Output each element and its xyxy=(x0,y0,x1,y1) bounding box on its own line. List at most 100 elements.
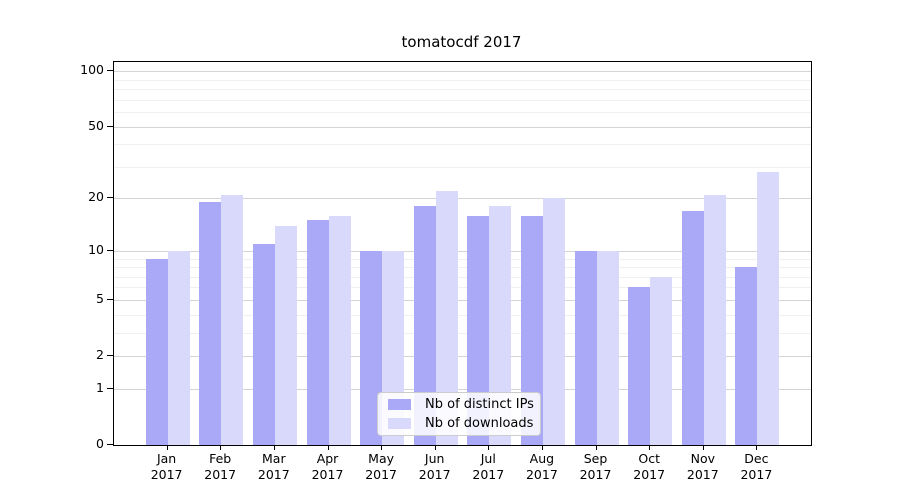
x-tick-label: Nov 2017 xyxy=(673,451,733,483)
x-tick-month: Jul xyxy=(480,451,496,466)
x-tick-label: Apr 2017 xyxy=(298,451,358,483)
x-tick-mark xyxy=(273,445,275,450)
y-tick-mark xyxy=(107,249,113,251)
bar-distinct-ips xyxy=(574,250,597,445)
y-tick-label: 2 xyxy=(96,347,104,362)
x-tick-mark xyxy=(649,445,651,450)
x-tick-month: Dec xyxy=(744,451,769,466)
gridline-minor xyxy=(114,89,811,90)
y-tick-label: 0 xyxy=(96,436,104,451)
legend-label-distinct-ips: Nb of distinct IPs xyxy=(425,397,534,412)
x-tick-year: 2017 xyxy=(150,467,183,482)
legend-swatch-downloads xyxy=(388,418,411,429)
x-tick-month: Mar xyxy=(262,451,286,466)
y-tick-mark xyxy=(107,70,113,72)
y-tick-mark xyxy=(107,197,113,199)
x-tick-year: 2017 xyxy=(472,467,505,482)
x-tick-month: Aug xyxy=(529,451,555,466)
bar-distinct-ips xyxy=(360,250,383,445)
legend-item-downloads: Nb of downloads xyxy=(386,416,534,431)
legend: Nb of distinct IPs Nb of downloads xyxy=(377,392,541,436)
gridline-minor xyxy=(114,276,811,278)
x-tick-mark xyxy=(541,445,543,450)
bar-downloads xyxy=(328,215,351,445)
bar-downloads xyxy=(489,206,512,445)
x-tick-label: Oct 2017 xyxy=(619,451,679,483)
x-tick-month: Nov xyxy=(690,451,715,466)
y-tick-label: 50 xyxy=(88,117,104,133)
x-tick-mark xyxy=(220,445,222,450)
gridline-minor xyxy=(114,111,811,113)
x-tick-label: Jun 2017 xyxy=(405,451,465,483)
bar-distinct-ips xyxy=(252,243,275,445)
x-tick-label: Dec 2017 xyxy=(726,451,786,483)
x-tick-mark xyxy=(756,445,758,450)
x-tick-year: 2017 xyxy=(525,467,558,482)
x-tick-month: Apr xyxy=(316,451,339,466)
x-tick-label: Jan 2017 xyxy=(137,451,197,483)
gridline-major xyxy=(114,388,811,390)
x-tick-year: 2017 xyxy=(633,467,666,482)
x-tick-label: Jul 2017 xyxy=(458,451,518,483)
y-tick-label: 5 xyxy=(96,290,104,306)
bar-downloads xyxy=(650,276,673,445)
x-tick-month: May xyxy=(368,451,395,466)
x-tick-mark xyxy=(488,445,490,450)
legend-swatch-distinct-ips xyxy=(388,399,411,410)
bar-distinct-ips xyxy=(735,267,758,445)
x-tick-year: 2017 xyxy=(365,467,397,482)
y-tick-label: 20 xyxy=(88,189,104,205)
x-tick-year: 2017 xyxy=(257,467,290,482)
bar-downloads xyxy=(274,225,297,445)
bar-distinct-ips xyxy=(467,215,490,445)
y-tick-mark xyxy=(107,355,113,356)
legend-item-distinct-ips: Nb of distinct IPs xyxy=(386,397,534,412)
y-tick-label: 10 xyxy=(88,241,104,257)
x-tick-month: Feb xyxy=(209,451,232,466)
bar-downloads xyxy=(596,250,619,445)
y-tick-mark xyxy=(107,298,113,300)
x-tick-label: Aug 2017 xyxy=(512,451,572,483)
bar-distinct-ips xyxy=(628,287,651,445)
x-tick-month: Sep xyxy=(583,451,608,466)
gridline-minor xyxy=(114,99,811,101)
x-tick-mark xyxy=(381,445,383,450)
gridline-major xyxy=(114,250,811,252)
gridline-major xyxy=(114,126,811,128)
bar-downloads xyxy=(167,250,190,445)
x-tick-month: Oct xyxy=(638,451,660,466)
x-tick-year: 2017 xyxy=(418,467,451,482)
x-tick-year: 2017 xyxy=(311,467,344,482)
x-tick-mark xyxy=(166,445,168,450)
gridline-minor xyxy=(114,144,811,146)
x-tick-mark xyxy=(702,445,704,450)
bar-distinct-ips xyxy=(199,202,222,445)
y-tick-mark xyxy=(107,125,113,127)
legend-label-downloads: Nb of downloads xyxy=(425,416,534,431)
x-tick-month: Jan xyxy=(156,451,177,466)
bar-downloads xyxy=(703,194,726,445)
x-tick-label: Sep 2017 xyxy=(566,451,626,483)
gridline-minor xyxy=(114,287,811,289)
y-tick-mark xyxy=(107,444,113,445)
y-tick-mark xyxy=(107,387,113,389)
plot-area xyxy=(113,61,812,446)
x-tick-mark xyxy=(327,445,329,450)
x-tick-year: 2017 xyxy=(204,467,237,482)
bar-distinct-ips xyxy=(306,220,329,445)
gridline-major xyxy=(114,198,811,200)
y-tick-label: 100 xyxy=(80,62,104,78)
gridline-major xyxy=(114,299,811,301)
gridline-minor xyxy=(114,267,811,268)
bar-downloads xyxy=(221,194,244,445)
gridline-minor xyxy=(114,332,811,334)
x-tick-mark xyxy=(595,445,597,450)
gridline-minor xyxy=(114,166,811,168)
x-tick-label: Feb 2017 xyxy=(190,451,250,483)
x-tick-label: Mar 2017 xyxy=(244,451,304,483)
x-tick-year: 2017 xyxy=(686,467,719,482)
gridline-minor xyxy=(114,258,811,260)
bar-distinct-ips xyxy=(413,206,436,445)
gridline-major xyxy=(114,71,811,73)
